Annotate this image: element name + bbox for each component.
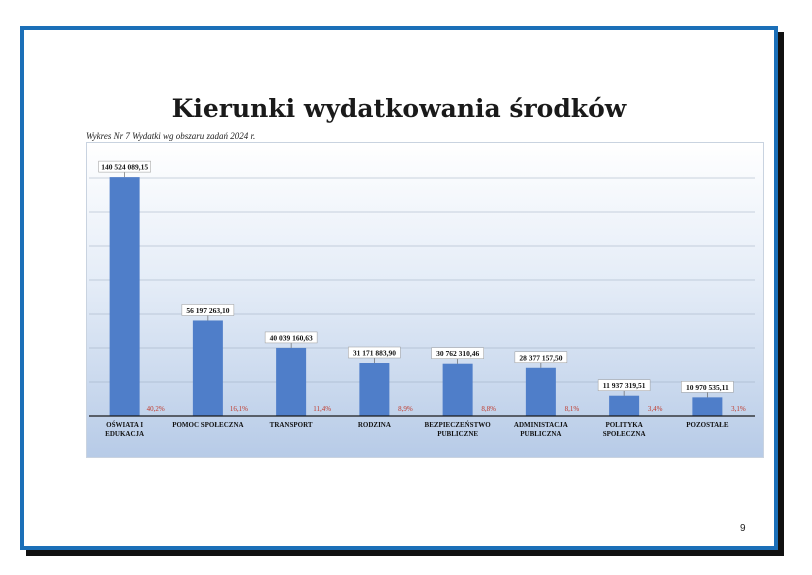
category-label: RODZINA [358, 421, 391, 429]
category-label: PUBLICZNA [520, 430, 561, 438]
value-label: 28 377 157,50 [519, 353, 562, 362]
bar [276, 347, 307, 416]
value-label: 40 039 160,63 [270, 333, 313, 342]
category-label: POZOSTAŁE [686, 421, 729, 429]
percent-label: 11,4% [313, 405, 331, 413]
bar [609, 395, 640, 416]
chart-caption: Wykres Nr 7 Wydatki wg obszaru zadań 202… [86, 131, 256, 141]
value-label-box [431, 347, 484, 359]
percent-label: 3,4% [648, 405, 663, 413]
category-label: EDUKACJA [105, 430, 144, 438]
percent-label: 40,2% [147, 405, 165, 413]
chart-area: 140 524 089,15 40,2% OŚWIATA I EDUKACJA 56 1… [86, 142, 764, 458]
category-label: SPOŁECZNA [603, 430, 646, 438]
category-label: PUBLICZNE [437, 430, 478, 438]
value-label: 31 171 883,90 [353, 349, 396, 358]
percent-label: 8,9% [398, 405, 413, 413]
value-label: 30 762 310,46 [436, 349, 479, 358]
value-label-box [98, 160, 151, 173]
category-label: POLITYKA [605, 421, 642, 429]
bar [359, 363, 390, 416]
value-label: 10 970 535,11 [686, 383, 729, 392]
category-label: OŚWIATA I [106, 421, 143, 429]
bar [692, 397, 723, 416]
bar [525, 367, 556, 416]
bar [109, 177, 140, 416]
value-label-box [348, 346, 401, 359]
category-label: BEZPIECZEŃSTWO [425, 421, 492, 429]
category-label: TRANSPORT [270, 421, 313, 429]
category-label: POMOC SPOŁECZNA [172, 421, 243, 429]
value-label: 56 197 263,10 [186, 306, 229, 315]
percent-label: 8,1% [565, 405, 580, 413]
category-label: ADMINISTACJA [514, 421, 568, 429]
value-label-box [514, 351, 568, 364]
value-label-box [681, 381, 734, 393]
percent-label: 3,1% [731, 405, 746, 413]
slide-frame: Kierunki wydatkowania środków Wykres Nr … [20, 26, 778, 550]
value-label: 11 937 319,51 [603, 381, 646, 390]
value-label-box [181, 304, 235, 316]
page-title: Kierunki wydatkowania środków [171, 94, 627, 123]
page-number: 9 [740, 523, 746, 534]
percent-label: 16,1% [230, 405, 248, 413]
value-label-box [597, 379, 651, 391]
bar [442, 363, 473, 416]
bar [192, 320, 223, 416]
percent-label: 8,8% [481, 405, 496, 413]
value-label: 140 524 089,15 [101, 163, 148, 172]
value-label-box [264, 331, 318, 344]
